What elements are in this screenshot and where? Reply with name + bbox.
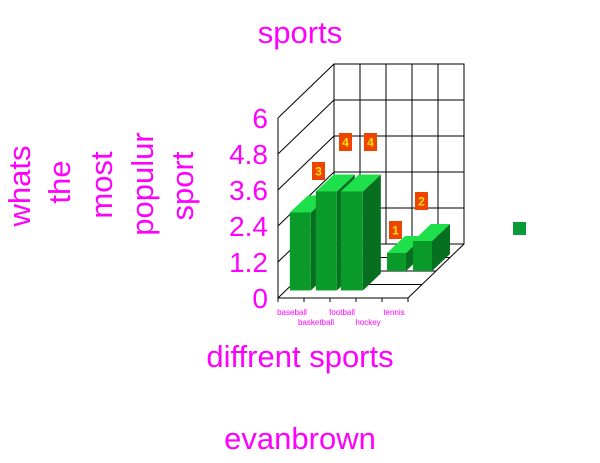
bar-top — [413, 224, 450, 241]
y-tick-labels: 0 1.2 2.4 3.6 4.8 6 — [229, 103, 268, 314]
y-tick-label: 1.2 — [229, 247, 268, 278]
gridline-left — [277, 135, 335, 191]
y-tick-label: 4.8 — [229, 139, 268, 170]
bar-top — [315, 174, 355, 192]
annotation-marker — [389, 221, 402, 239]
annotation-marker — [312, 162, 325, 180]
chart-title: sports — [258, 15, 342, 50]
bar-top — [340, 174, 381, 192]
bars — [289, 174, 450, 291]
annotation-marker — [364, 133, 377, 151]
y-axis-title-line: populur — [125, 132, 160, 235]
x-tick-label: hockey — [355, 318, 380, 327]
gridline-left — [277, 63, 335, 119]
bar — [340, 191, 363, 291]
y-tick-label: 0 — [252, 283, 268, 314]
annotation-label: 4 — [342, 136, 349, 150]
annotation-label: 1 — [392, 224, 399, 238]
y-axis-title-line: most — [84, 151, 119, 219]
annotation-label: 4 — [367, 136, 374, 150]
footer-label: evanbrown — [224, 421, 376, 456]
annotation-marker — [339, 133, 352, 151]
y-axis-title: whats the most populur sport — [2, 132, 200, 235]
x-tick-label: basketball — [298, 318, 334, 327]
x-tick-label: tennis — [383, 308, 404, 317]
annotations: 3 4 4 1 2 — [312, 133, 428, 239]
gridline-left — [277, 99, 335, 155]
y-tick-label: 2.4 — [229, 211, 268, 242]
y-axis-title-line: sport — [165, 151, 200, 220]
annotation-label: 2 — [418, 195, 425, 209]
legend-swatch — [513, 222, 526, 235]
bar — [315, 191, 337, 291]
x-axis-title: diffrent sports — [206, 339, 393, 374]
bar — [289, 212, 311, 291]
annotation-label: 3 — [315, 165, 322, 179]
y-tick-label: 3.6 — [229, 175, 268, 206]
x-tick-label: baseball — [277, 308, 307, 317]
x-tick-label: football — [329, 308, 355, 317]
y-axis-title-line: the — [42, 160, 77, 203]
bar-side — [362, 174, 381, 291]
y-axis-title-line: whats — [2, 146, 37, 228]
annotation-marker — [415, 192, 428, 210]
y-tick-label: 6 — [252, 103, 268, 134]
bar — [413, 241, 432, 271]
bar-side — [432, 224, 450, 271]
bar — [387, 253, 406, 271]
